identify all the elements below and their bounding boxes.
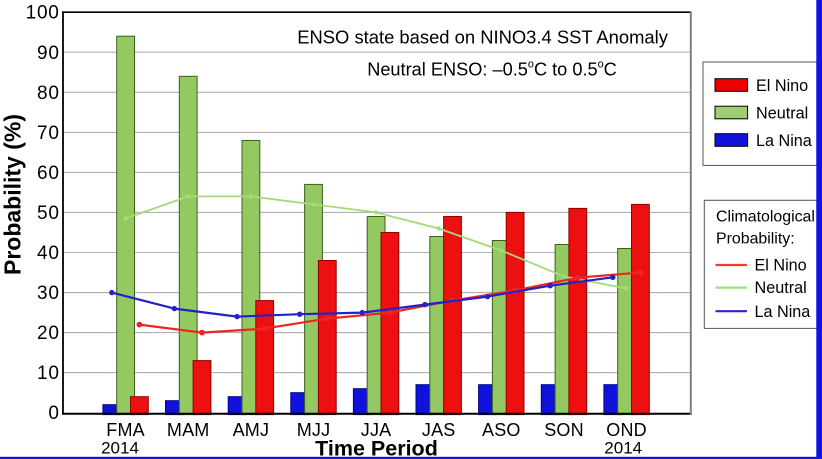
svg-text:80: 80 bbox=[37, 83, 60, 104]
svg-text:Probability:: Probability: bbox=[716, 231, 795, 248]
svg-text:100: 100 bbox=[26, 3, 60, 24]
svg-text:0: 0 bbox=[48, 403, 59, 424]
svg-text:El Nino: El Nino bbox=[755, 257, 807, 275]
svg-text:El Nino: El Nino bbox=[756, 77, 808, 95]
svg-text:Neutral ENSO: –0.5oC to 0.5oC: Neutral ENSO: –0.5oC to 0.5oC bbox=[367, 58, 617, 79]
svg-text:JJA: JJA bbox=[361, 420, 392, 440]
svg-text:Neutral: Neutral bbox=[755, 279, 807, 297]
svg-text:Climatological: Climatological bbox=[716, 209, 815, 226]
svg-text:FMA: FMA bbox=[106, 420, 145, 440]
svg-text:2014: 2014 bbox=[604, 438, 642, 457]
svg-text:60: 60 bbox=[37, 163, 60, 184]
svg-text:2014: 2014 bbox=[101, 438, 139, 457]
svg-text:20: 20 bbox=[37, 323, 60, 344]
svg-text:ENSO state based on NINO3.4 SS: ENSO state based on NINO3.4 SST Anomaly bbox=[297, 26, 669, 47]
svg-text:30: 30 bbox=[37, 283, 60, 304]
svg-text:AMJ: AMJ bbox=[233, 420, 270, 440]
svg-text:MAM: MAM bbox=[167, 420, 210, 440]
svg-text:MJJ: MJJ bbox=[297, 420, 331, 440]
svg-text:Neutral: Neutral bbox=[756, 105, 808, 123]
svg-text:70: 70 bbox=[37, 123, 60, 144]
svg-text:10: 10 bbox=[37, 363, 60, 384]
svg-text:SON: SON bbox=[544, 420, 584, 440]
svg-text:La Nina: La Nina bbox=[755, 303, 811, 321]
svg-text:40: 40 bbox=[37, 243, 60, 264]
svg-text:50: 50 bbox=[37, 203, 60, 224]
svg-text:Probability (%): Probability (%) bbox=[0, 114, 26, 275]
svg-text:OND: OND bbox=[606, 420, 647, 440]
svg-text:Time Period: Time Period bbox=[315, 437, 438, 459]
svg-text:ASO: ASO bbox=[482, 420, 521, 440]
svg-text:90: 90 bbox=[37, 43, 60, 64]
svg-text:JAS: JAS bbox=[422, 420, 456, 440]
svg-text:La Nina: La Nina bbox=[756, 132, 812, 150]
